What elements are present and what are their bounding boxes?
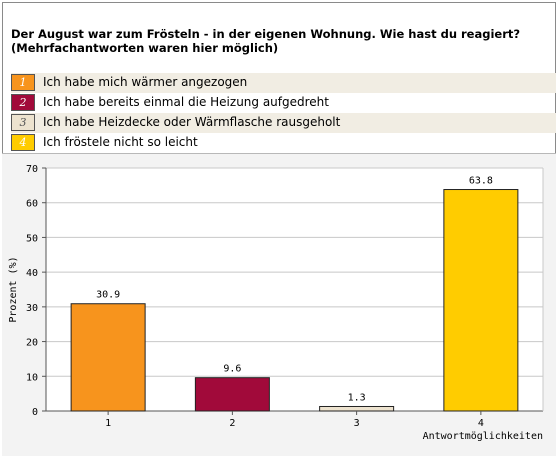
question-line-1: Der August war zum Frösteln - in der eig…: [11, 27, 521, 41]
legend-swatch-3: 3: [11, 114, 35, 131]
x-tick-label: 4: [478, 418, 484, 429]
question-line-2: (Mehrfachantworten waren hier möglich): [11, 41, 279, 55]
y-tick-label: 70: [26, 164, 38, 175]
chart-area: 0 10 20 30 40 50 60 70 30.9 1 9.6 2 1.3 3 63.8 4 Antwort…: [2, 153, 556, 456]
legend-item-2: 2 Ich habe bereits einmal die Heizung au…: [11, 93, 556, 113]
data-label-3: 1.3: [348, 392, 366, 403]
legend-label-3: Ich habe Heizdecke oder Wärmflasche raus…: [43, 115, 341, 129]
legend-swatch-1: 1: [11, 74, 35, 91]
y-tick-label: 0: [32, 407, 38, 418]
data-label-1: 30.9: [96, 290, 120, 301]
data-label-4: 63.8: [469, 176, 493, 187]
y-tick-label: 40: [26, 268, 38, 279]
legend-label-2: Ich habe bereits einmal die Heizung aufg…: [43, 95, 329, 109]
legend: 1 Ich habe mich wärmer angezogen 2 Ich h…: [11, 73, 556, 153]
bar-chart: 0 10 20 30 40 50 60 70 30.9 1 9.6 2 1.3 3 63.8 4 Antwort…: [8, 164, 544, 442]
y-tick-label: 60: [26, 199, 38, 210]
data-label-2: 9.6: [223, 364, 241, 375]
y-tick-label: 50: [26, 233, 38, 244]
y-tick-label: 10: [26, 372, 38, 383]
y-tick-label: 30: [26, 303, 38, 314]
x-tick-label: 1: [105, 418, 111, 429]
bar-3: [319, 405, 395, 412]
legend-label-1: Ich habe mich wärmer angezogen: [43, 75, 248, 89]
bar-1: [70, 303, 146, 412]
legend-item-1: 1 Ich habe mich wärmer angezogen: [11, 73, 556, 93]
legend-swatch-2: 2: [11, 94, 35, 111]
x-tick-label: 3: [354, 418, 360, 429]
legend-label-4: Ich fröstele nicht so leicht: [43, 135, 198, 149]
bar-2: [194, 377, 270, 412]
poll-question: Der August war zum Frösteln - in der eig…: [11, 27, 551, 55]
legend-item-3: 3 Ich habe Heizdecke oder Wärmflasche ra…: [11, 113, 556, 133]
legend-item-4: 4 Ich fröstele nicht so leicht: [11, 133, 556, 153]
y-tick-label: 20: [26, 338, 38, 349]
y-axis-title: Prozent (%): [8, 256, 19, 322]
x-tick-label: 2: [229, 418, 235, 429]
bar-4: [443, 189, 519, 412]
legend-swatch-4: 4: [11, 134, 35, 151]
x-axis-title: Antwortmöglichkeiten: [423, 431, 543, 442]
